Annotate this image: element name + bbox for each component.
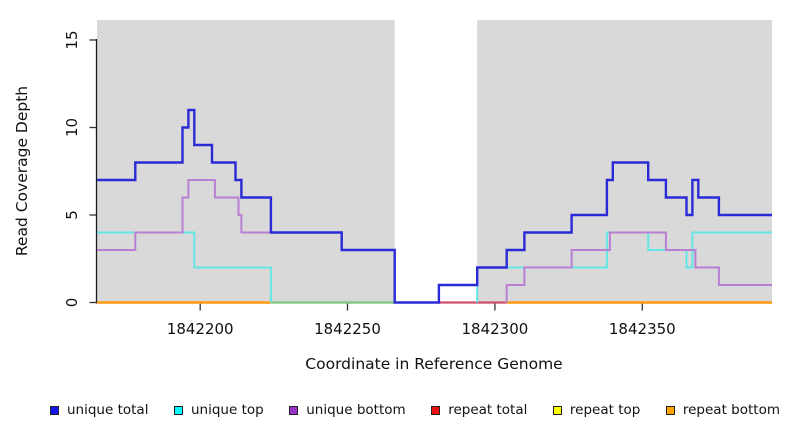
legend-label: unique total — [67, 402, 149, 418]
legend-item-repeat-top: repeat top — [552, 402, 641, 418]
series-unique-total — [97, 108, 772, 304]
legend-label: repeat total — [448, 402, 528, 418]
svg-text:15: 15 — [63, 30, 81, 49]
svg-text:1842300: 1842300 — [461, 320, 528, 338]
svg-text:1842200: 1842200 — [167, 320, 234, 338]
legend: unique total unique top unique bottom repea… — [0, 399, 792, 421]
legend-item-repeat-bottom: repeat bottom — [665, 402, 780, 418]
legend-label: unique top — [191, 402, 264, 418]
legend-swatch-icon — [431, 405, 441, 415]
legend-item-repeat-total: repeat total — [431, 402, 527, 418]
legend-label: repeat top — [569, 402, 641, 418]
legend-item-unique-top: unique top — [174, 402, 264, 418]
legend-swatch-icon — [552, 405, 562, 415]
svg-text:1842350: 1842350 — [609, 320, 676, 338]
legend-swatch-icon — [174, 405, 183, 415]
coverage-plot: 0 5 10 15 1842200 1842250 1842300 1842350 Read C… — [13, 20, 772, 373]
series-unique-bottom — [505, 231, 772, 303]
svg-text:1842250: 1842250 — [314, 320, 381, 338]
coverage-plot-svg: 0 5 10 15 1842200 1842250 1842300 1842350 Read C… — [13, 20, 772, 373]
legend-swatch-icon — [665, 405, 675, 415]
svg-text:10: 10 — [63, 118, 81, 137]
y-axis-title: Read Coverage Depth — [13, 86, 31, 256]
legend-label: repeat bottom — [682, 402, 780, 418]
legend-item-unique-total: unique total — [50, 402, 148, 418]
legend-swatch-icon — [289, 405, 299, 415]
svg-text:0: 0 — [63, 298, 81, 308]
legend-item-unique-bottom: unique bottom — [289, 402, 406, 418]
legend-swatch-icon — [50, 405, 59, 415]
svg-text:5: 5 — [63, 210, 81, 220]
x-axis-title: Coordinate in Reference Genome — [305, 355, 562, 373]
legend-label: unique bottom — [306, 402, 406, 418]
